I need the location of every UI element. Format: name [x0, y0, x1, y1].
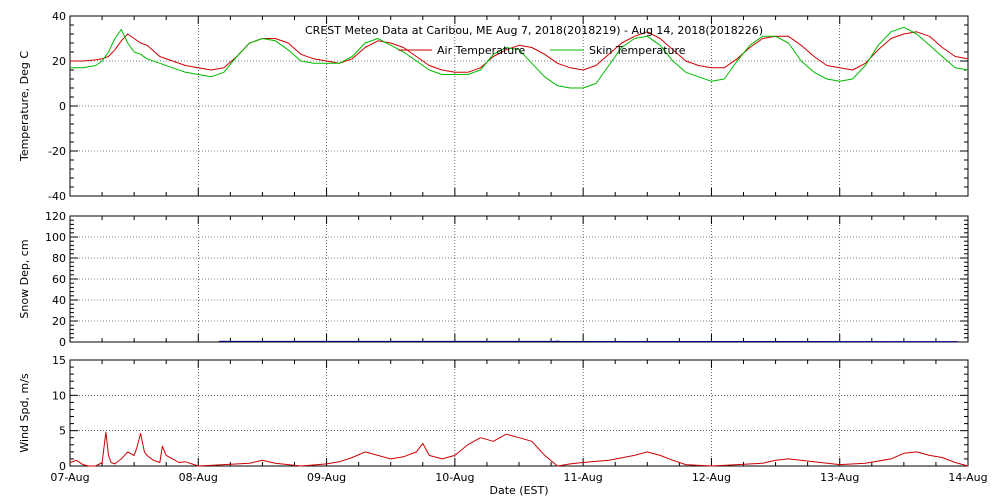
series-line-panel1-0	[218, 340, 958, 343]
panel-snow-depth: 0 20 40 60 80 100 120 Snow Dep, cm	[18, 210, 969, 349]
snow-depth-ticks: 0 20 40 60 80 100 120	[45, 210, 969, 349]
x-tick-label: 11-Aug	[564, 471, 603, 484]
temperature-plot-frame	[69, 15, 969, 197]
y-tick-label: -20	[48, 145, 66, 158]
wind-speed-series	[69, 431, 969, 467]
snow-depth-plot-frame	[69, 215, 969, 343]
y-tick-label: 0	[59, 460, 66, 473]
snow-depth-axis-label: Snow Dep, cm	[18, 239, 31, 318]
x-tick-label: 09-Aug	[307, 471, 346, 484]
y-tick-label: 40	[52, 10, 66, 23]
temperature-series	[70, 26, 969, 89]
snow-depth-grid	[70, 216, 968, 342]
series-line-panel2-0	[69, 431, 969, 467]
legend-skin-temperature-label: Skin Temperature	[589, 44, 686, 57]
y-tick-label: 10	[52, 389, 66, 402]
x-tick-labels: 07-Aug 08-Aug 09-Aug 10-Aug 11-Aug 12-Aug 13-A…	[50, 471, 987, 484]
x-tick-label: 10-Aug	[435, 471, 474, 484]
wind-speed-plot-frame	[69, 359, 969, 467]
x-tick-label: 12-Aug	[692, 471, 731, 484]
legend-air-temperature-label: Air Temperature	[437, 44, 526, 57]
y-tick-label: 120	[45, 210, 66, 223]
legend: Air Temperature Skin Temperature	[398, 44, 686, 57]
wind-speed-ticks: 0 5 10 15	[52, 354, 969, 473]
y-tick-label: 20	[52, 55, 66, 68]
x-tick-label: 07-Aug	[50, 471, 89, 484]
panel-temperature: -40 -20 0 20 40 Temperature, Deg C CREST Met…	[18, 10, 969, 203]
chart-title: CREST Meteo Data at Caribou, ME Aug 7, 2…	[305, 24, 763, 37]
x-axis-label: Date (EST)	[489, 484, 548, 497]
y-tick-label: -40	[48, 190, 66, 203]
x-tick-label: 13-Aug	[820, 471, 859, 484]
x-tick-label: 08-Aug	[179, 471, 218, 484]
series-line-air-temperature	[70, 31, 969, 73]
y-tick-label: 20	[52, 315, 66, 328]
y-tick-label: 15	[52, 354, 66, 367]
wind-speed-grid	[70, 360, 968, 466]
snow-depth-series	[218, 340, 958, 343]
y-tick-label: 0	[59, 100, 66, 113]
y-tick-label: 80	[52, 252, 66, 265]
wind-speed-axis-label: Wind Spd, m/s	[18, 373, 31, 453]
y-tick-label: 40	[52, 294, 66, 307]
temperature-ticks: -40 -20 0 20 40	[48, 10, 969, 203]
temperature-grid	[70, 16, 968, 196]
y-tick-label: 0	[59, 336, 66, 349]
series-line-skin-temperature	[70, 26, 969, 89]
x-tick-label: 14-Aug	[948, 471, 987, 484]
y-tick-label: 100	[45, 231, 66, 244]
y-tick-label: 5	[59, 425, 66, 438]
panel-wind-speed: 0 5 10 15 Wind Spd, m/s 07-Aug 08-Aug 09-Aug 1…	[18, 354, 988, 497]
y-tick-label: 60	[52, 273, 66, 286]
temperature-axis-label: Temperature, Deg C	[18, 51, 31, 162]
